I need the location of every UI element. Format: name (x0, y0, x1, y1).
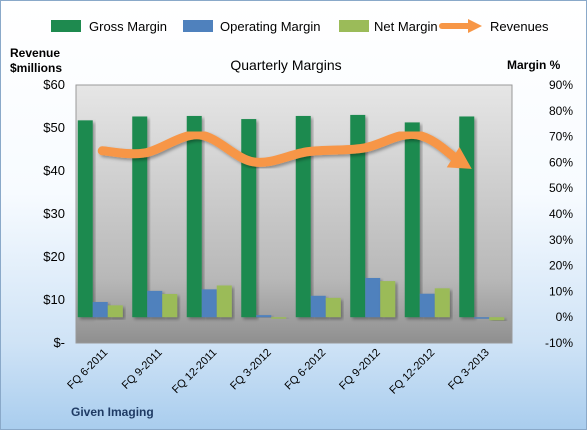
left-tick-label: $40 (43, 163, 65, 178)
right-tick-label: -10% (545, 336, 573, 350)
right-tick-label: 40% (549, 207, 573, 221)
right-tick-label: 10% (549, 284, 573, 298)
bar-gross-margin (404, 122, 420, 318)
bar-operating-margin (474, 317, 490, 319)
right-tick-label: 0% (556, 310, 574, 324)
bar-operating-margin (310, 295, 326, 318)
left-tick-label: $60 (43, 77, 65, 92)
bar-gross-margin (459, 116, 475, 318)
right-axis-ticks: -10% 0% 10% 20% 30% 40% 50% 60% 70% 80% 90% (545, 78, 573, 350)
bar-gross-margin (350, 114, 366, 318)
category-label: FQ 9-2012 (337, 347, 383, 393)
bar-gross-margin (132, 116, 148, 318)
bar-net-margin (271, 317, 287, 319)
category-label: FQ 9-2011 (120, 347, 165, 392)
category-label: FQ 12-2011 (170, 347, 219, 396)
bar-net-margin (434, 288, 450, 318)
left-axis-label-line2: $millions (10, 61, 62, 75)
left-tick-label: $50 (43, 120, 65, 135)
legend-label-gross-margin: Gross Margin (89, 19, 167, 34)
legend-swatch-net-margin (339, 20, 369, 32)
bar-net-margin (325, 297, 341, 318)
footer-label: Given Imaging (71, 405, 154, 419)
bar-operating-margin (201, 289, 217, 318)
category-labels: FQ 6-2011 FQ 9-2011 FQ 12-2011 FQ 3-2012 FQ … (65, 347, 492, 397)
right-tick-label: 60% (549, 155, 573, 169)
chart-title: Quarterly Margins (230, 57, 341, 73)
bar-net-margin (380, 281, 396, 318)
legend-label-operating-margin: Operating Margin (220, 19, 320, 34)
left-tick-label: $20 (43, 249, 65, 264)
left-tick-label: $10 (43, 292, 65, 307)
bar-gross-margin (295, 115, 311, 318)
left-tick-label: $30 (43, 206, 65, 221)
bar-net-margin (107, 305, 123, 318)
bar-gross-margin (77, 120, 93, 318)
legend-label-revenues: Revenues (490, 19, 549, 34)
revenue-arrowhead (446, 147, 472, 169)
right-tick-label: 50% (549, 181, 573, 195)
category-label: FQ 6-2011 (65, 347, 110, 392)
right-tick-label: 70% (549, 130, 573, 144)
bar-operating-margin (365, 277, 381, 318)
bar-operating-margin (92, 301, 108, 318)
right-tick-label: 30% (549, 233, 573, 247)
right-axis-label: Margin % (507, 58, 561, 72)
legend-swatch-operating-margin (183, 20, 213, 32)
category-label: FQ 3-2012 (228, 347, 274, 393)
category-label: FQ 3-2013 (446, 347, 492, 393)
left-axis-ticks: $- $10 $20 $30 $40 $50 $60 (43, 77, 65, 350)
revenue-line (97, 129, 465, 167)
right-tick-label: 90% (549, 78, 573, 92)
bar-net-margin (489, 317, 505, 321)
category-label: FQ 6-2012 (283, 347, 329, 393)
bar-operating-margin (147, 290, 163, 318)
bar-gross-margin (186, 115, 202, 318)
bar-operating-margin (256, 315, 272, 318)
bar-operating-margin (419, 293, 435, 318)
legend-swatch-gross-margin (51, 20, 81, 32)
left-axis-label-line1: Revenue (10, 46, 60, 60)
left-tick-label: $- (53, 335, 65, 350)
bar-gross-margin (241, 119, 257, 318)
right-tick-label: 80% (549, 104, 573, 118)
legend-label-net-margin: Net Margin (374, 19, 438, 34)
legend-swatch-revenues-arrowhead (468, 19, 482, 33)
legend: Gross Margin Operating Margin Net Margin… (51, 19, 549, 34)
bar-net-margin (162, 293, 178, 318)
right-tick-label: 20% (549, 259, 573, 273)
revenue-line-group (97, 129, 472, 169)
category-label: FQ 12-2012 (387, 347, 437, 397)
bar-net-margin (216, 285, 232, 318)
